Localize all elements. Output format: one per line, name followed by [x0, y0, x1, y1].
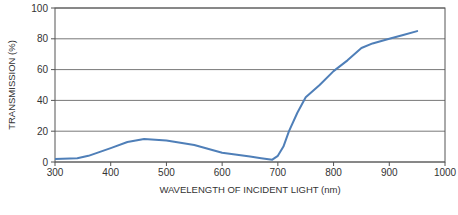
x-tick: [166, 162, 167, 166]
x-tick: [445, 162, 446, 166]
x-tick-label: 400: [102, 167, 119, 178]
x-tick: [389, 162, 390, 166]
x-tick-label: 600: [214, 167, 231, 178]
data-line: [55, 31, 417, 160]
y-tick: [51, 8, 55, 9]
grid-line: [55, 131, 445, 132]
x-axis-label: WAVELENGTH OF INCIDENT LIGHT (nm): [159, 184, 340, 195]
y-tick: [51, 131, 55, 132]
x-tick: [277, 162, 278, 166]
y-axis-label: TRANSMISSION (%): [6, 40, 17, 130]
plot-area: [55, 31, 417, 160]
y-tick-label: 40: [37, 95, 49, 106]
x-tick-label: 800: [325, 167, 342, 178]
x-tick: [55, 162, 56, 166]
plot-frame: [55, 8, 445, 162]
grid-line: [55, 100, 445, 101]
y-tick-label: 0: [42, 157, 48, 168]
y-tick: [51, 100, 55, 101]
y-tick-label: 100: [31, 3, 48, 14]
chart-container: 0 20 40 60 80 100 300 400 500 600 700 800 900 1000 WAV…: [0, 0, 458, 215]
x-tick: [333, 162, 334, 166]
x-tick-label: 300: [47, 167, 64, 178]
chart-svg: 0 20 40 60 80 100 300 400 500 600 700 800 900 1000 WAV…: [0, 0, 458, 215]
grid-line: [55, 69, 445, 70]
y-tick-label: 60: [37, 64, 49, 75]
y-tick: [51, 162, 55, 163]
x-tick: [222, 162, 223, 166]
x-tick-label: 700: [270, 167, 287, 178]
x-tick: [110, 162, 111, 166]
x-tick-label: 500: [158, 167, 175, 178]
y-tick: [51, 38, 55, 39]
x-tick-label: 900: [381, 167, 398, 178]
y-tick-label: 80: [37, 33, 49, 44]
x-tick-label: 1000: [434, 167, 457, 178]
y-tick-label: 20: [37, 126, 49, 137]
y-tick: [51, 69, 55, 70]
